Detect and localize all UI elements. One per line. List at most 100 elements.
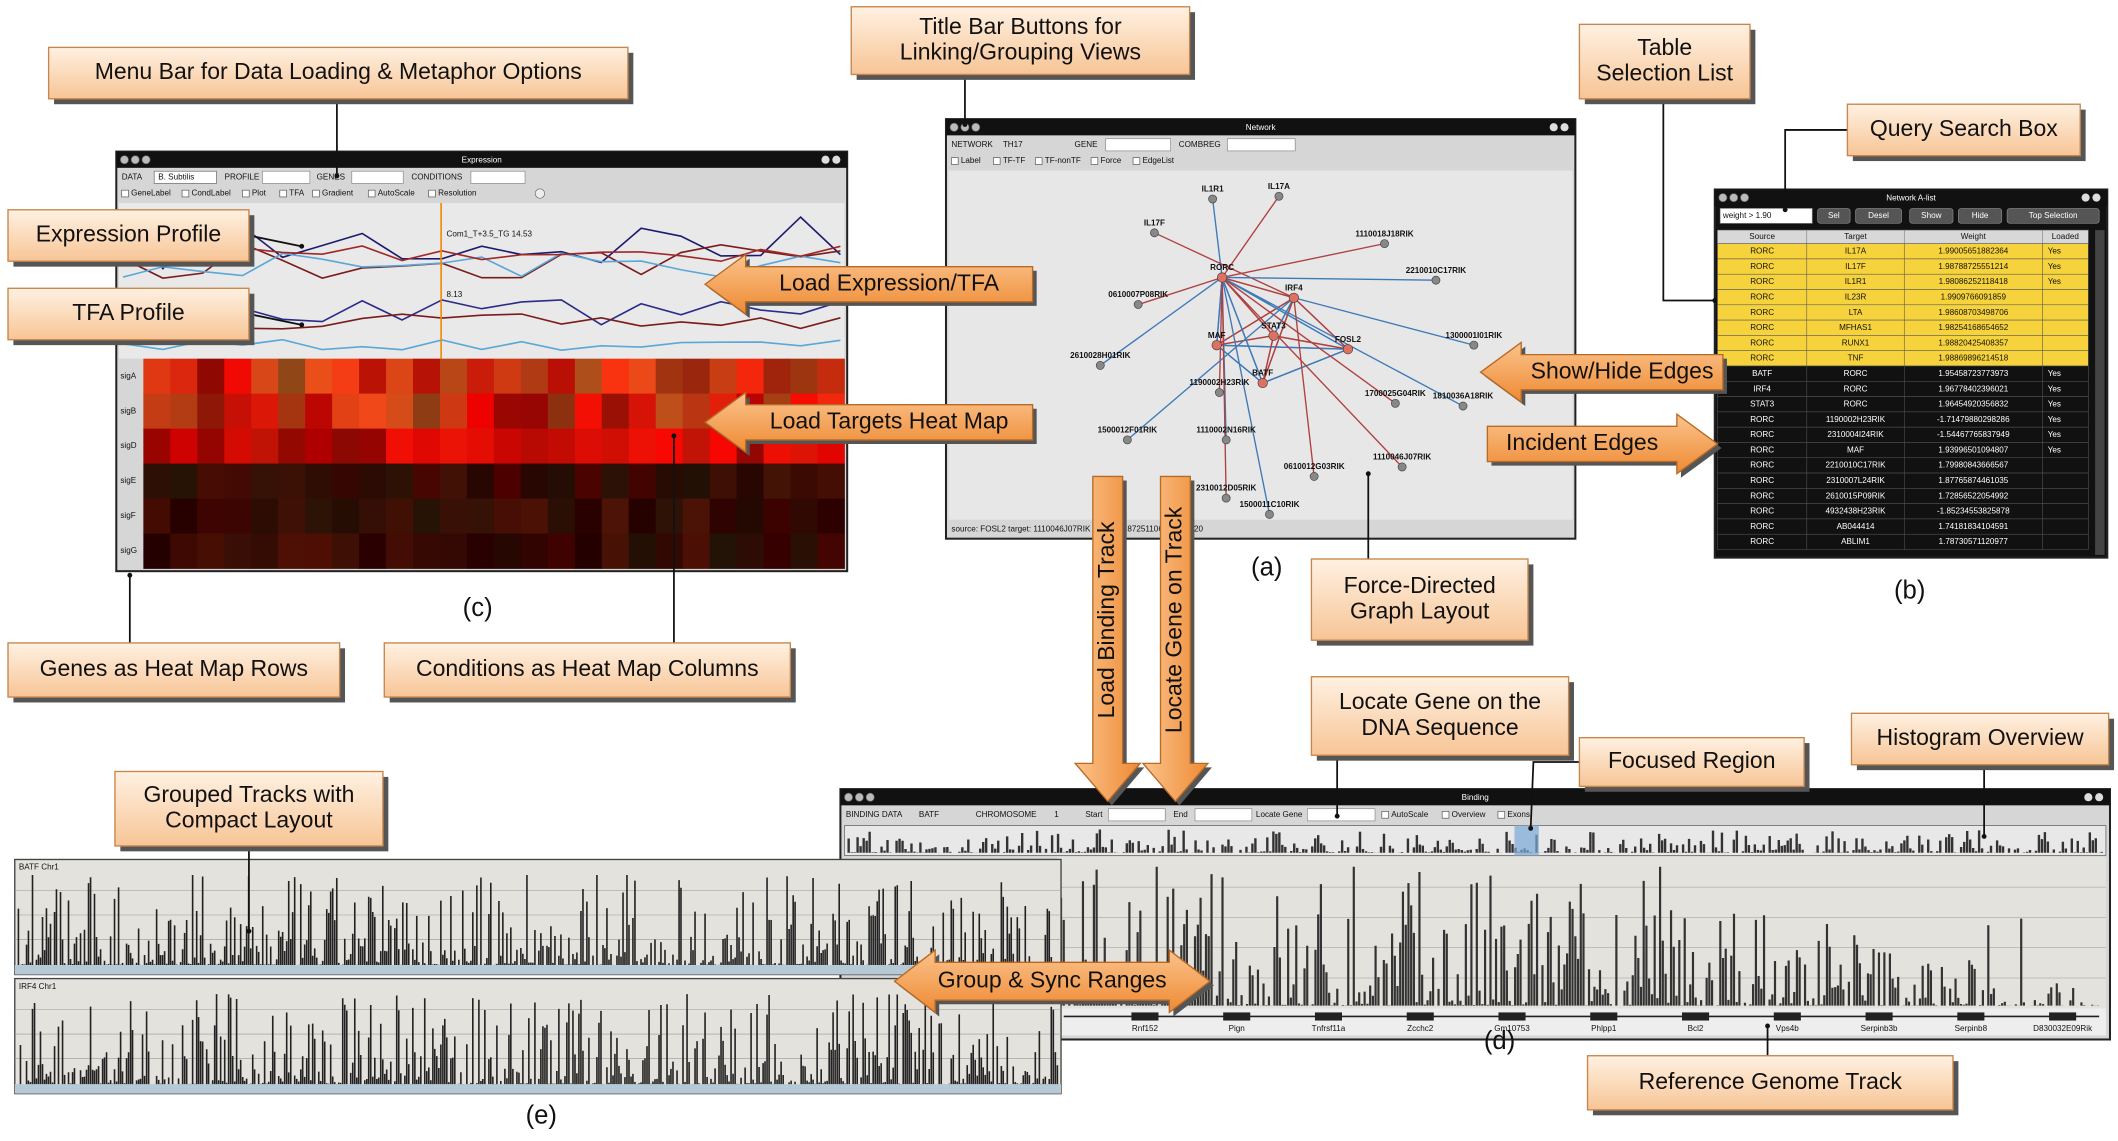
checkbox	[367, 189, 376, 198]
heatmap-cell	[763, 498, 791, 534]
input-box	[1105, 138, 1172, 152]
cell-text: 1.98869896214518	[1938, 354, 2008, 363]
graph-edge	[1218, 277, 1223, 393]
title-button	[865, 792, 875, 802]
option-label: CondLabel	[192, 189, 231, 198]
graph-node	[1458, 401, 1468, 411]
toolbar-button[interactable]	[1855, 208, 1902, 224]
heatmap-cell	[682, 358, 711, 395]
gene-label: Zcchc2	[1407, 1024, 1434, 1033]
cell-text: RORC	[1750, 507, 1774, 516]
toolbar-button[interactable]	[1909, 208, 1954, 224]
connector-end	[1981, 834, 1987, 839]
cell-text: RORC	[1750, 293, 1774, 302]
heatmap-cell	[224, 358, 252, 395]
block-arrow	[1479, 341, 1724, 404]
cell-text: 4932438H23RIK	[1826, 507, 1887, 516]
callout-connector	[1784, 129, 1848, 210]
heatmap-cell	[790, 463, 818, 499]
heatmap-cell	[359, 428, 387, 464]
input-box	[351, 170, 404, 184]
callout-text: Grouped Tracks with	[143, 781, 354, 807]
window-button	[2084, 793, 2093, 802]
table-cell	[2042, 533, 2089, 550]
heatmap-cell	[466, 533, 495, 569]
cell-text: Yes	[2048, 400, 2061, 409]
heatmap-cell	[143, 358, 171, 395]
title-bar	[840, 789, 2110, 806]
gene-block	[1957, 1012, 1985, 1021]
input-box	[470, 170, 526, 184]
heatmap-cell	[601, 428, 630, 464]
control-label: GENES	[317, 172, 346, 181]
slider	[534, 188, 546, 199]
callout-text: Reference Genome Track	[1639, 1068, 1903, 1094]
heatmap-cell	[628, 358, 657, 395]
graph-node	[1397, 462, 1407, 472]
window-title: Binding	[1462, 793, 1489, 802]
heatmap-cell	[709, 498, 738, 534]
heatmap-cell	[439, 463, 468, 499]
checkbox	[312, 189, 320, 198]
toolbar-button[interactable]	[1958, 208, 2003, 224]
heatmap-cell	[413, 428, 441, 464]
gene-block	[1865, 1012, 1893, 1021]
row-label: sigA	[120, 371, 136, 380]
cell-text: -1.71479880298286	[1937, 415, 2010, 424]
cell-text: 1.99005651882364	[1938, 247, 2008, 256]
cell-text: TNF	[1848, 354, 1864, 363]
graph-node	[1380, 239, 1389, 249]
callout-text: Expression Profile	[36, 221, 221, 247]
checkbox	[1441, 811, 1450, 819]
graph-edge	[1137, 276, 1223, 306]
button-label: Desel	[1868, 211, 1889, 220]
title-button	[1718, 193, 1728, 203]
heatmap-cell	[170, 533, 198, 569]
graph-edge	[1262, 348, 1349, 384]
heatmap-cell	[763, 533, 791, 569]
cell-text: Yes	[2048, 247, 2061, 256]
button-label: Sel	[1828, 211, 1840, 220]
window-button	[2092, 193, 2101, 202]
callout-box	[114, 770, 384, 847]
toolbar-button[interactable]	[1817, 208, 1851, 224]
gene-block	[1131, 1012, 1159, 1021]
status-bar: source: FOSL2 target: 1110046J07RIK weig…	[951, 524, 1203, 533]
checkbox	[279, 189, 287, 198]
graph-edge	[1154, 232, 1295, 299]
callout-text: Compact Layout	[165, 807, 333, 833]
graph-node	[1217, 272, 1228, 283]
cell-text: STAT3	[1750, 400, 1775, 409]
profile-annotation: 8.13	[447, 290, 463, 299]
title-button	[844, 792, 853, 802]
cell-text: RORC	[1750, 308, 1774, 317]
node-label: 1500012F01RIK	[1098, 426, 1158, 435]
cell-text: Yes	[2048, 384, 2061, 393]
callout-text: Locate Gene on the	[1339, 688, 1541, 714]
cell-text: RORC	[1750, 262, 1774, 271]
toolbar-button[interactable]	[2006, 208, 2100, 224]
node-label: 1300001I01RIK	[1445, 331, 1502, 340]
callout-text: Linking/Grouping Views	[900, 39, 1141, 65]
heatmap-cell	[520, 428, 549, 464]
graph-edge	[1293, 297, 1315, 477]
cell-text: RORC	[1750, 247, 1774, 256]
heatmap-cell	[466, 428, 495, 464]
heatmap-cell	[143, 498, 171, 534]
connector-end	[299, 243, 305, 249]
heatmap-cell	[520, 358, 549, 395]
heatmap-cell	[332, 358, 360, 395]
cell-text: 1.98608703498706	[1938, 308, 2008, 317]
cell-text: Yes	[2048, 415, 2061, 424]
heatmap-cell	[493, 463, 522, 499]
node-label: 2310012D05RIK	[1196, 484, 1257, 493]
node-label: STAT3	[1261, 321, 1286, 330]
column-header-label: Source	[1749, 232, 1775, 241]
query-box	[1719, 208, 1813, 224]
heatmap-cell	[763, 463, 791, 499]
heatmap-cell	[359, 463, 387, 499]
cell-text: RORC	[1750, 461, 1774, 470]
heatmap-cell	[439, 498, 468, 534]
input-box	[1307, 808, 1376, 822]
